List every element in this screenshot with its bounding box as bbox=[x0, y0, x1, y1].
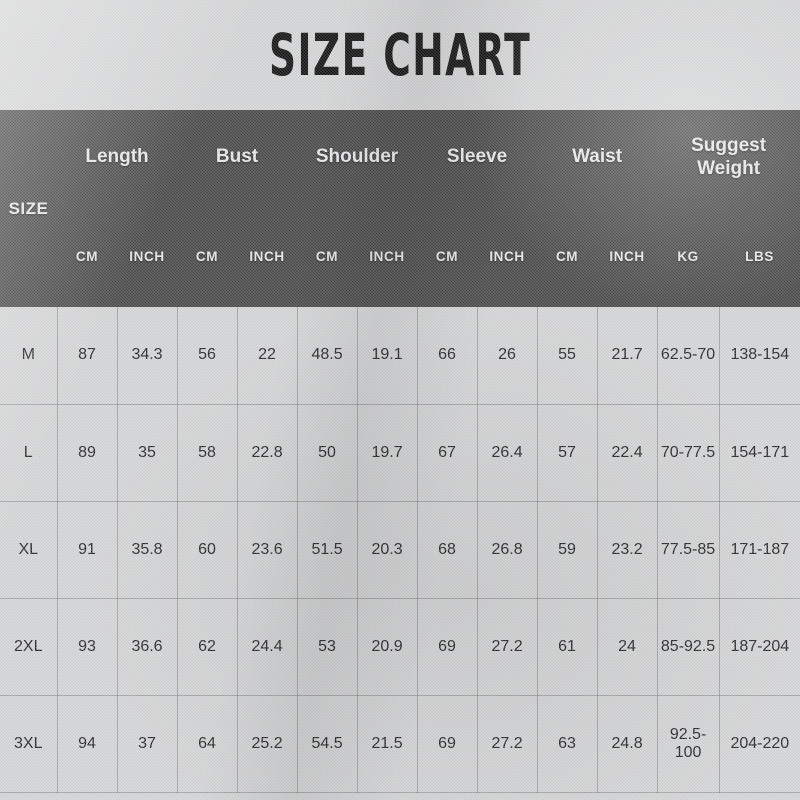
cell-sleeve-cm: 66 bbox=[417, 307, 478, 405]
cell-length-inch: 36.6 bbox=[117, 598, 178, 696]
cell-weight-lbs: 154-171 bbox=[719, 404, 800, 502]
cell-shoulder-cm: 53 bbox=[297, 598, 358, 696]
cell-length-inch: 34.3 bbox=[117, 307, 178, 405]
cell-waist-inch: 23.2 bbox=[597, 501, 658, 599]
cell-shoulder-cm: 50 bbox=[297, 404, 358, 502]
header-group-waist: Waist bbox=[537, 110, 658, 205]
cell-length-cm: 87 bbox=[57, 307, 118, 405]
cell-shoulder-inch: 19.1 bbox=[357, 307, 418, 405]
cell-waist-inch: 24 bbox=[597, 598, 658, 696]
cell-length-cm: 94 bbox=[57, 695, 118, 793]
cell-bust-cm: 62 bbox=[177, 598, 238, 696]
header-unit-shoulder-cm: CM bbox=[297, 205, 358, 307]
cell-waist-inch: 22.4 bbox=[597, 404, 658, 502]
cell-shoulder-inch: 20.3 bbox=[357, 501, 418, 599]
cell-length-cm: 91 bbox=[57, 501, 118, 599]
cell-length-cm: 89 bbox=[57, 404, 118, 502]
header-unit-weight-kg: KG bbox=[657, 205, 720, 307]
cell-waist-inch: 24.8 bbox=[597, 695, 658, 793]
cell-weight-kg: 85-92.5 bbox=[657, 598, 720, 696]
cell-length-cm: 93 bbox=[57, 598, 118, 696]
row-size-label: M bbox=[0, 307, 58, 405]
header-unit-sleeve-inch: INCH bbox=[477, 205, 538, 307]
cell-shoulder-cm: 48.5 bbox=[297, 307, 358, 405]
header-group-sleeve: Sleeve bbox=[417, 110, 538, 205]
cell-weight-lbs: 204-220 bbox=[719, 695, 800, 793]
cell-bust-inch: 24.4 bbox=[237, 598, 298, 696]
header-unit-waist-cm: CM bbox=[537, 205, 598, 307]
cell-weight-lbs: 187-204 bbox=[719, 598, 800, 696]
suggest-weight-line-1: Suggest bbox=[691, 135, 767, 157]
cell-weight-kg: 77.5-85 bbox=[657, 501, 720, 599]
cell-shoulder-cm: 51.5 bbox=[297, 501, 358, 599]
cell-weight-kg: 92.5-100 bbox=[657, 695, 720, 793]
row-size-label: 2XL bbox=[0, 598, 58, 696]
header-size-label: SIZE bbox=[0, 110, 57, 307]
cell-weight-lbs: 138-154 bbox=[719, 307, 800, 405]
cell-weight-kg: 62.5-70 bbox=[657, 307, 720, 405]
cell-waist-cm: 63 bbox=[537, 695, 598, 793]
cell-sleeve-inch: 26.8 bbox=[477, 501, 538, 599]
cell-shoulder-inch: 19.7 bbox=[357, 404, 418, 502]
page-title: SIZE CHART bbox=[268, 21, 532, 89]
header-unit-bust-inch: INCH bbox=[237, 205, 298, 307]
row-size-label: XL bbox=[0, 501, 58, 599]
cell-bust-inch: 22 bbox=[237, 307, 298, 405]
cell-shoulder-cm: 54.5 bbox=[297, 695, 358, 793]
header-group-bust: Bust bbox=[177, 110, 298, 205]
cell-weight-lbs: 171-187 bbox=[719, 501, 800, 599]
cell-shoulder-inch: 21.5 bbox=[357, 695, 418, 793]
cell-length-inch: 35 bbox=[117, 404, 178, 502]
cell-waist-cm: 55 bbox=[537, 307, 598, 405]
cell-bust-cm: 60 bbox=[177, 501, 238, 599]
cell-shoulder-inch: 20.9 bbox=[357, 598, 418, 696]
header-group-length: Length bbox=[57, 110, 178, 205]
row-size-label: L bbox=[0, 404, 58, 502]
cell-length-inch: 37 bbox=[117, 695, 178, 793]
cell-length-inch: 35.8 bbox=[117, 501, 178, 599]
table-row: L 89 35 58 22.8 50 19.7 67 26.4 57 22.4 70-77.5 154-… bbox=[0, 404, 800, 502]
cell-bust-inch: 25.2 bbox=[237, 695, 298, 793]
table-body: M 87 34.3 56 22 48.5 19.1 66 26 55 21.7 62.5-70 138-… bbox=[0, 307, 800, 793]
table-header: SIZE Length Bust Shoulder Sleeve Waist S… bbox=[0, 110, 800, 307]
header-unit-weight-lbs: LBS bbox=[719, 205, 800, 307]
cell-bust-cm: 64 bbox=[177, 695, 238, 793]
cell-sleeve-cm: 68 bbox=[417, 501, 478, 599]
cell-sleeve-inch: 27.2 bbox=[477, 598, 538, 696]
cell-sleeve-cm: 69 bbox=[417, 695, 478, 793]
header-unit-sleeve-cm: CM bbox=[417, 205, 478, 307]
cell-waist-cm: 57 bbox=[537, 404, 598, 502]
cell-sleeve-inch: 26 bbox=[477, 307, 538, 405]
cell-waist-cm: 61 bbox=[537, 598, 598, 696]
cell-waist-cm: 59 bbox=[537, 501, 598, 599]
cell-sleeve-inch: 26.4 bbox=[477, 404, 538, 502]
header-group-suggest-weight: Suggest Weight bbox=[657, 110, 800, 205]
row-size-label: 3XL bbox=[0, 695, 58, 793]
cell-weight-kg: 70-77.5 bbox=[657, 404, 720, 502]
table-row: 2XL 93 36.6 62 24.4 53 20.9 69 27.2 61 24 85-92.5 18… bbox=[0, 598, 800, 696]
header-unit-length-cm: CM bbox=[57, 205, 117, 307]
cell-sleeve-cm: 67 bbox=[417, 404, 478, 502]
cell-sleeve-inch: 27.2 bbox=[477, 695, 538, 793]
cell-bust-cm: 56 bbox=[177, 307, 238, 405]
header-unit-shoulder-inch: INCH bbox=[357, 205, 418, 307]
cell-sleeve-cm: 69 bbox=[417, 598, 478, 696]
table-row: M 87 34.3 56 22 48.5 19.1 66 26 55 21.7 62.5-70 138-… bbox=[0, 307, 800, 405]
suggest-weight-line-2: Weight bbox=[697, 157, 761, 179]
header-group-shoulder: Shoulder bbox=[297, 110, 418, 205]
size-chart-table: SIZE Length Bust Shoulder Sleeve Waist S… bbox=[0, 110, 800, 793]
cell-bust-inch: 22.8 bbox=[237, 404, 298, 502]
table-row: XL 91 35.8 60 23.6 51.5 20.3 68 26.8 59 23.2 77.5-8… bbox=[0, 501, 800, 599]
cell-bust-inch: 23.6 bbox=[237, 501, 298, 599]
header-unit-length-inch: INCH bbox=[117, 205, 178, 307]
header-group-row: SIZE Length Bust Shoulder Sleeve Waist S… bbox=[0, 110, 800, 307]
header-unit-row: CM INCH CM INCH CM INCH CM INCH CM INCH … bbox=[0, 205, 800, 307]
header-unit-waist-inch: INCH bbox=[597, 205, 658, 307]
header-unit-bust-cm: CM bbox=[177, 205, 238, 307]
title-band: SIZE CHART bbox=[0, 0, 800, 110]
table-row: 3XL 94 37 64 25.2 54.5 21.5 69 27.2 63 24.8 92.5-10… bbox=[0, 695, 800, 793]
cell-bust-cm: 58 bbox=[177, 404, 238, 502]
cell-waist-inch: 21.7 bbox=[597, 307, 658, 405]
